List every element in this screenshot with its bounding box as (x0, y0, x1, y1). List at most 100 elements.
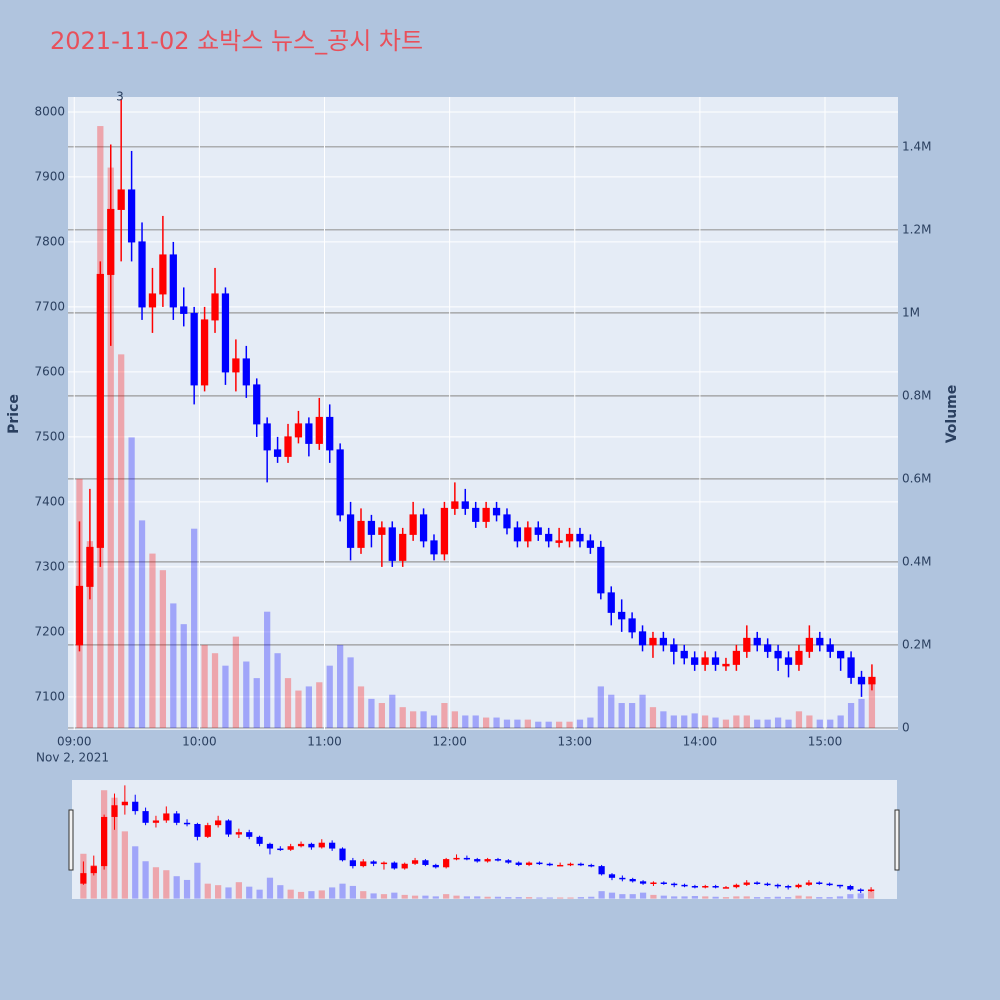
volume-bar (483, 717, 490, 728)
mini-volume-bar (577, 897, 584, 899)
mini-volume-bar (132, 846, 139, 899)
y-tick-label: 7800 (34, 234, 65, 248)
mini-volume-bar (297, 891, 305, 899)
volume-bar (754, 719, 761, 728)
volume-bar (774, 717, 782, 728)
mini-volume-bar (411, 895, 419, 899)
mini-candle-body (432, 864, 439, 868)
candle-body (586, 540, 595, 548)
mini-candle-body (349, 860, 356, 867)
mini-candle-body (494, 859, 502, 861)
mini-volume-bar (650, 894, 657, 899)
candle-body (857, 676, 866, 685)
volume-bar (107, 167, 114, 728)
mini-volume-bar (857, 893, 864, 899)
volume-bar (628, 703, 636, 728)
y2-tick-label: 0.4M (902, 554, 931, 568)
candle-body (565, 533, 574, 542)
mini-candle-body (546, 863, 553, 866)
mini-candle-body (515, 862, 522, 865)
candle-body (159, 254, 167, 295)
candle-body (826, 644, 834, 652)
candle-body (649, 637, 657, 646)
candle-body (722, 663, 730, 667)
mini-candle-body (246, 832, 253, 837)
volume-bar (430, 715, 438, 728)
volume-bar (305, 686, 312, 728)
mini-candle-body (142, 811, 149, 823)
candle-body (232, 358, 240, 373)
candle-body (607, 592, 615, 613)
mini-candle-body (681, 884, 688, 887)
range-handle[interactable] (68, 809, 74, 871)
mini-volume-bar (764, 897, 771, 899)
range-handle[interactable] (894, 809, 900, 871)
candle-body (753, 637, 761, 646)
y-tick-label: 7200 (34, 624, 65, 638)
mini-volume-bar (183, 879, 191, 899)
mini-candle-body (225, 820, 232, 835)
mini-volume-bar (525, 897, 533, 899)
mini-candle-body (816, 882, 823, 884)
volume-bar (503, 719, 511, 728)
mini-candle-body (577, 863, 584, 866)
candle-body (472, 507, 480, 522)
mini-candle-body (443, 859, 450, 868)
mini-volume-bar (795, 895, 802, 899)
volume-bar (378, 703, 385, 728)
mini-candle-body (422, 860, 429, 865)
chart-title: 2021-11-02 쇼박스 뉴스_공시 차트 (50, 27, 423, 55)
candle-body (659, 637, 668, 646)
candle-body (732, 650, 741, 665)
candle-body (774, 650, 782, 659)
volume-bar (868, 678, 876, 728)
mini-candle-body (588, 864, 595, 867)
volume-bar (712, 717, 719, 728)
candle-body (795, 650, 803, 665)
volume-bar (159, 570, 167, 728)
candle-body (169, 254, 177, 308)
candle-body (680, 650, 688, 659)
volume-bar (795, 711, 803, 728)
mini-candle-body (80, 873, 87, 884)
volume-bar (681, 715, 688, 728)
x-tick-label: 15:00 (808, 735, 843, 749)
volume-bar (118, 354, 125, 728)
x-tick-label: 12:00 (432, 735, 467, 749)
mini-candle-body (639, 881, 647, 884)
candle-body (764, 644, 772, 652)
mini-candle-body (474, 859, 481, 862)
candle-body (305, 423, 313, 444)
mini-candle-body (785, 886, 792, 888)
mini-volume-bar (639, 892, 647, 899)
mini-volume-bar (702, 896, 709, 899)
mini-candle-body (411, 860, 419, 864)
mini-volume-bar (598, 891, 605, 899)
volume-bar (191, 528, 198, 728)
mini-volume-bar (463, 896, 470, 899)
mini-candle-body (111, 805, 118, 817)
candle-body (628, 618, 636, 633)
mini-volume-bar (816, 897, 823, 899)
candle-body (409, 514, 417, 535)
mini-candle-body (297, 843, 305, 847)
y-tick-label: 7700 (34, 299, 65, 313)
mini-volume-bar (867, 889, 875, 899)
range-slider[interactable] (72, 780, 897, 899)
mini-candle-body (608, 874, 616, 878)
candle-body (96, 273, 104, 548)
mini-candle-body (277, 848, 284, 851)
candle-body (211, 293, 219, 321)
mini-volume-bar (287, 889, 294, 899)
volume-bar (337, 644, 344, 728)
candle-body (346, 514, 355, 548)
x-tick-label: 09:00 (57, 735, 92, 749)
mini-volume-bar (391, 892, 398, 899)
mini-candle-body (536, 862, 543, 865)
volume-bar (410, 711, 417, 728)
mini-candle-body (401, 863, 408, 869)
mini-volume-bar (453, 895, 460, 899)
candle-body (419, 514, 428, 542)
mini-candle-body (660, 882, 667, 884)
mini-candle-body (266, 843, 274, 849)
